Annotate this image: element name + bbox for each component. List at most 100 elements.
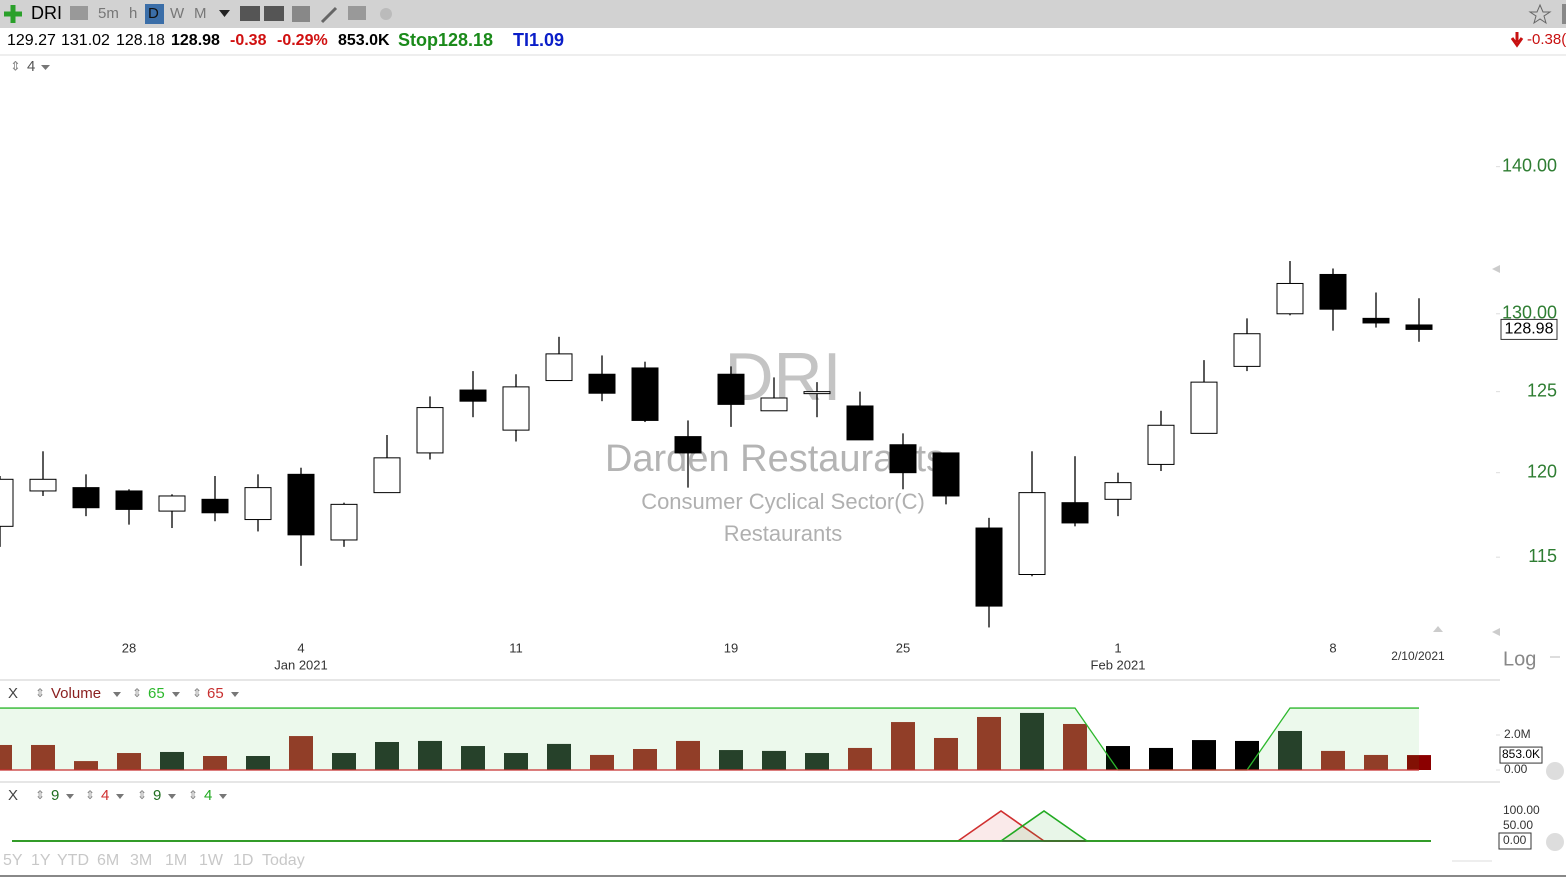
y-tick-label: 120 <box>1527 461 1557 481</box>
interval[interactable]: W <box>170 5 185 22</box>
candle-body <box>1104 482 1132 500</box>
candle-body <box>760 397 788 412</box>
tool-icon[interactable] <box>380 8 392 20</box>
osc-legend[interactable]: 9 <box>153 787 161 804</box>
candle-body <box>201 498 229 514</box>
period-button[interactable]: Today <box>262 852 305 869</box>
scale-mode[interactable]: Log <box>1503 648 1536 670</box>
scroll-marker <box>1492 265 1500 273</box>
pane-icon: ⇕ <box>35 686 45 700</box>
close-pane[interactable]: X <box>8 787 18 804</box>
candle-body <box>717 373 745 405</box>
volume-bar <box>676 740 700 770</box>
interval[interactable]: 5m <box>98 5 119 22</box>
volume-bar <box>848 747 872 770</box>
candle-body <box>588 373 616 394</box>
volume-bar <box>547 743 571 770</box>
interval[interactable]: h <box>129 5 137 22</box>
last-price-label: 128.98 <box>1505 321 1554 338</box>
ma-legend[interactable]: 65 <box>207 685 224 702</box>
y-tick-label: 130.00 <box>1502 303 1557 323</box>
tool-icon[interactable] <box>70 6 88 20</box>
pane-icon[interactable]: ⇕ <box>10 58 21 73</box>
watermark-sector: Consumer Cyclical Sector(C) <box>641 489 925 514</box>
period-button[interactable]: 1M <box>165 852 187 869</box>
osc-legend[interactable]: 4 <box>204 787 212 804</box>
candle-body <box>330 503 358 541</box>
tick-box <box>1498 832 1532 850</box>
watermark-company: Darden Restaurants <box>605 438 945 480</box>
dropdown[interactable] <box>219 10 230 17</box>
y-tick-label: 125 <box>1527 380 1557 400</box>
candle-body <box>1276 282 1304 315</box>
interval[interactable]: D <box>148 5 159 22</box>
quote-volume: 853.0K <box>338 32 390 49</box>
volume-bar <box>891 722 915 770</box>
period-button[interactable]: YTD <box>57 852 89 869</box>
tool-icon[interactable] <box>264 6 284 21</box>
pane-toggle[interactable] <box>1546 833 1564 851</box>
volume-legend[interactable]: Volume <box>51 685 101 702</box>
pane-count[interactable]: 4 <box>27 58 35 75</box>
dropdown[interactable] <box>41 65 50 70</box>
toolbar <box>0 0 1566 28</box>
dropdown[interactable] <box>116 794 124 799</box>
tool-icon[interactable] <box>320 6 338 24</box>
add-icon[interactable] <box>4 5 22 23</box>
interval-selected[interactable] <box>145 4 164 24</box>
quote-last: 128.98 <box>171 32 220 49</box>
dropdown[interactable] <box>168 794 176 799</box>
volume-bar <box>1149 747 1173 770</box>
osc-legend[interactable]: 9 <box>51 787 59 804</box>
symbol[interactable]: DRI <box>31 3 62 23</box>
ma-legend[interactable]: 65 <box>148 685 165 702</box>
period-button[interactable]: 3M <box>130 852 152 869</box>
volume-bar <box>418 740 442 770</box>
x-tick-sublabel: Jan 2021 <box>274 657 328 672</box>
pane-toggle[interactable] <box>1546 762 1564 780</box>
candle-body <box>29 478 57 492</box>
quote-change: -0.38 <box>230 32 267 49</box>
pane-icon: ⇕ <box>188 788 198 802</box>
volume-bar <box>977 716 1001 770</box>
dropdown[interactable] <box>231 692 239 697</box>
candle-body <box>459 389 487 402</box>
x-tick-sublabel: Feb 2021 <box>1091 657 1146 672</box>
period-button[interactable]: 1D <box>233 852 253 869</box>
quote-ti: TI1.09 <box>513 30 564 50</box>
period-button[interactable]: 5Y <box>3 852 23 869</box>
dropdown[interactable] <box>66 794 74 799</box>
volume-bar <box>633 749 657 770</box>
tool-icon[interactable] <box>348 6 366 20</box>
period-button[interactable]: 1Y <box>31 852 51 869</box>
favorite[interactable] <box>1528 3 1552 25</box>
candle-body <box>1405 324 1433 330</box>
candle-body <box>502 386 530 431</box>
close-pane[interactable]: X <box>8 685 18 702</box>
volume-bar <box>1364 754 1388 770</box>
tool-icon[interactable] <box>292 6 310 22</box>
candle-body <box>631 367 659 421</box>
interval[interactable]: M <box>194 5 207 22</box>
dropdown[interactable] <box>113 692 121 697</box>
y-tick-label: 0.00 <box>1503 833 1527 847</box>
volume-bar <box>934 737 958 770</box>
watermark-industry: Restaurants <box>724 521 843 546</box>
volume-bar <box>246 756 270 770</box>
period-button[interactable]: 1W <box>199 852 224 869</box>
y-tick-label: 0.00 <box>1504 762 1528 776</box>
scroll <box>1562 4 1566 24</box>
tool-icon[interactable] <box>240 6 260 21</box>
volume-bar <box>1407 755 1431 770</box>
y-tick-label: 100.00 <box>1503 803 1540 817</box>
candle-body <box>0 478 14 527</box>
dropdown[interactable] <box>172 692 180 697</box>
osc-legend[interactable]: 4 <box>101 787 109 804</box>
candle-body <box>674 436 702 454</box>
dropdown[interactable] <box>219 794 227 799</box>
y-tick-label: 115 <box>1528 546 1557 566</box>
period-button[interactable]: 6M <box>97 852 119 869</box>
quote-change-pct: -0.29% <box>277 32 328 49</box>
candle-body <box>1190 381 1218 434</box>
